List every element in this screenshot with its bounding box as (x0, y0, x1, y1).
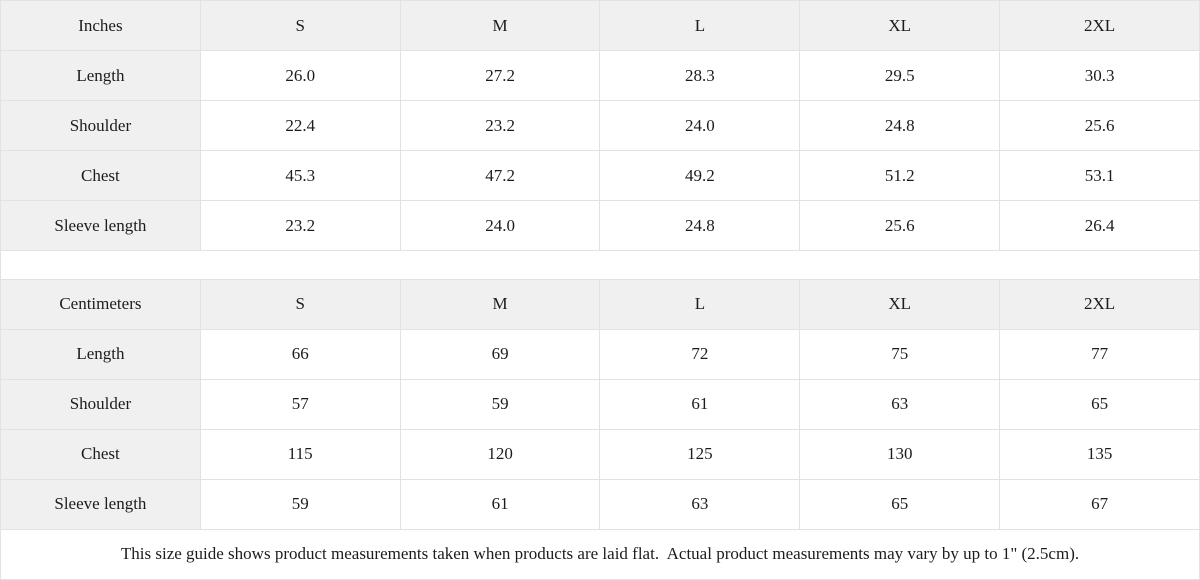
measurement-label-cell: Chest (0, 428, 201, 480)
measurement-value-cell: 53.1 (999, 150, 1200, 202)
size-header-row: Centimeters S M L XL 2XL (0, 278, 1200, 330)
footnote-row: This size guide shows product measuremen… (0, 528, 1200, 580)
measurement-label-cell: Shoulder (0, 100, 201, 152)
unit-header-cell: Centimeters (0, 278, 201, 330)
measurement-label-cell: Sleeve length (0, 478, 201, 530)
measurement-value-cell: 59 (199, 478, 401, 530)
measurement-value-cell: 25.6 (799, 200, 1001, 252)
measurement-value-cell: 57 (199, 378, 401, 430)
measurement-value-cell: 24.0 (399, 200, 601, 252)
size-header-cell: 2XL (999, 278, 1200, 330)
measurement-value-cell: 59 (399, 378, 601, 430)
size-header-cell: XL (799, 278, 1001, 330)
measurement-value-cell: 61 (599, 378, 801, 430)
measurement-row: Shoulder 57 59 61 63 65 (0, 378, 1200, 430)
size-header-cell: L (599, 278, 801, 330)
measurement-value-cell: 47.2 (399, 150, 601, 202)
measurement-value-cell: 63 (599, 478, 801, 530)
measurement-row: Chest 115 120 125 130 135 (0, 428, 1200, 480)
measurement-value-cell: 24.0 (599, 100, 801, 152)
spacer-row (0, 250, 1200, 280)
measurement-label-cell: Chest (0, 150, 201, 202)
measurement-value-cell: 25.6 (999, 100, 1200, 152)
size-header-row: Inches S M L XL 2XL (0, 0, 1200, 52)
measurement-value-cell: 135 (999, 428, 1200, 480)
measurement-value-cell: 30.3 (999, 50, 1200, 102)
measurement-value-cell: 77 (999, 328, 1200, 380)
measurement-value-cell: 23.2 (199, 200, 401, 252)
measurement-value-cell: 49.2 (599, 150, 801, 202)
measurement-value-cell: 115 (199, 428, 401, 480)
unit-header-cell: Inches (0, 0, 201, 52)
measurement-row: Length 26.0 27.2 28.3 29.5 30.3 (0, 50, 1200, 102)
measurement-value-cell: 65 (999, 378, 1200, 430)
size-header-cell: S (199, 0, 401, 52)
measurement-value-cell: 63 (799, 378, 1001, 430)
measurement-value-cell: 24.8 (599, 200, 801, 252)
measurement-label-cell: Shoulder (0, 378, 201, 430)
measurement-row: Length 66 69 72 75 77 (0, 328, 1200, 380)
size-header-cell: 2XL (999, 0, 1200, 52)
measurement-row: Chest 45.3 47.2 49.2 51.2 53.1 (0, 150, 1200, 202)
spacer-cell (0, 250, 1200, 280)
measurement-row: Shoulder 22.4 23.2 24.0 24.8 25.6 (0, 100, 1200, 152)
measurement-value-cell: 72 (599, 328, 801, 380)
measurement-value-cell: 67 (999, 478, 1200, 530)
measurement-value-cell: 120 (399, 428, 601, 480)
footnote-text: This size guide shows product measuremen… (0, 528, 1200, 580)
size-header-cell: S (199, 278, 401, 330)
measurement-value-cell: 65 (799, 478, 1001, 530)
measurement-value-cell: 66 (199, 328, 401, 380)
measurement-value-cell: 75 (799, 328, 1001, 380)
measurement-row: Sleeve length 23.2 24.0 24.8 25.6 26.4 (0, 200, 1200, 252)
measurement-row: Sleeve length 59 61 63 65 67 (0, 478, 1200, 530)
measurement-value-cell: 45.3 (199, 150, 401, 202)
size-header-cell: M (399, 278, 601, 330)
measurement-value-cell: 28.3 (599, 50, 801, 102)
measurement-label-cell: Length (0, 328, 201, 380)
measurement-value-cell: 22.4 (199, 100, 401, 152)
measurement-label-cell: Sleeve length (0, 200, 201, 252)
measurement-value-cell: 26.0 (199, 50, 401, 102)
measurement-value-cell: 61 (399, 478, 601, 530)
measurement-label-cell: Length (0, 50, 201, 102)
measurement-value-cell: 23.2 (399, 100, 601, 152)
measurement-value-cell: 130 (799, 428, 1001, 480)
size-header-cell: XL (799, 0, 1001, 52)
measurement-value-cell: 29.5 (799, 50, 1001, 102)
measurement-value-cell: 51.2 (799, 150, 1001, 202)
measurement-value-cell: 27.2 (399, 50, 601, 102)
measurement-value-cell: 69 (399, 328, 601, 380)
measurement-value-cell: 26.4 (999, 200, 1200, 252)
size-header-cell: M (399, 0, 601, 52)
measurement-value-cell: 24.8 (799, 100, 1001, 152)
size-header-cell: L (599, 0, 801, 52)
measurement-value-cell: 125 (599, 428, 801, 480)
